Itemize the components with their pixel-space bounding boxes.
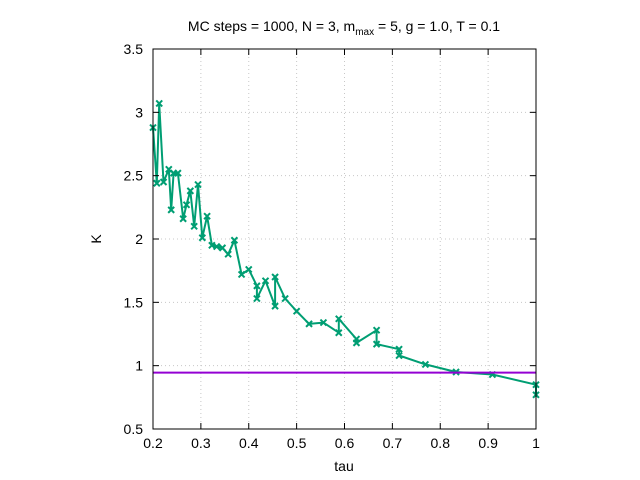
data-point	[198, 234, 207, 242]
data-point	[174, 169, 182, 177]
y-axis-label: K	[88, 234, 104, 244]
data-point	[208, 241, 216, 250]
data-point	[230, 236, 239, 244]
data-point	[395, 345, 403, 353]
data-point	[335, 329, 343, 337]
data-point	[253, 282, 261, 290]
data-point	[182, 201, 191, 209]
data-point	[305, 320, 313, 328]
chart-title: MC steps = 1000, N = 3, mmax = 5, g = 1.…	[188, 18, 500, 38]
data-point	[372, 326, 381, 334]
data-point	[179, 215, 187, 223]
series-0	[149, 99, 540, 399]
data-point	[372, 340, 381, 348]
data-point	[421, 360, 430, 369]
data-point	[155, 99, 163, 108]
data-point	[237, 270, 246, 279]
data-point	[159, 178, 168, 186]
data-point	[190, 222, 198, 231]
data-point	[292, 307, 301, 315]
chart-title-rest: = 5, g = 1.0, T = 0.1	[374, 18, 500, 34]
data-point	[153, 179, 161, 187]
x-tick-label: 0.2	[143, 435, 163, 451]
data-point	[253, 294, 261, 303]
y-tick-label: 1.5	[124, 294, 144, 310]
x-tick-label: 0.9	[478, 435, 498, 451]
data-point	[245, 265, 253, 274]
data-point	[224, 250, 232, 258]
x-tick-label: 0.7	[383, 435, 403, 451]
x-tick-label: 0.8	[431, 435, 451, 451]
series-layer	[149, 99, 540, 399]
x-tick-label: 1	[532, 435, 540, 451]
data-point	[319, 318, 328, 327]
y-tick-label: 2	[135, 231, 143, 247]
grid	[153, 49, 536, 429]
x-axis-label: tau	[334, 458, 353, 474]
data-point	[186, 187, 195, 195]
x-tick-label: 0.5	[287, 435, 307, 451]
x-tick-label: 0.4	[239, 435, 259, 451]
data-point	[212, 242, 221, 251]
data-point	[395, 351, 403, 360]
data-point	[281, 294, 289, 303]
y-tick-label: 3.5	[124, 41, 144, 57]
data-point	[203, 212, 211, 220]
data-point	[167, 206, 175, 214]
data-point	[194, 180, 202, 189]
data-point	[261, 277, 270, 285]
series-line	[152, 102, 537, 395]
x-tick-label: 0.6	[335, 435, 355, 451]
tick-labels: 0.2 0.3 0.4 0.5 0.6 0.7 0.8 0.9 1 0.5 1 1.5 2 2.5 3 3.5	[124, 41, 541, 451]
y-tick-label: 3	[135, 104, 143, 120]
chart-title-subscript: max	[355, 27, 374, 38]
data-point	[352, 339, 361, 347]
ticks	[152, 48, 537, 430]
data-point	[271, 302, 279, 310]
y-tick-label: 1	[135, 358, 143, 374]
data-point	[335, 315, 343, 323]
data-point	[271, 273, 279, 281]
x-tick-label: 0.3	[191, 435, 211, 451]
data-point	[218, 244, 227, 252]
y-tick-label: 2.5	[124, 168, 144, 184]
chart-title-main: MC steps = 1000, N = 3, m	[188, 18, 355, 34]
y-tick-label: 0.5	[124, 421, 144, 437]
